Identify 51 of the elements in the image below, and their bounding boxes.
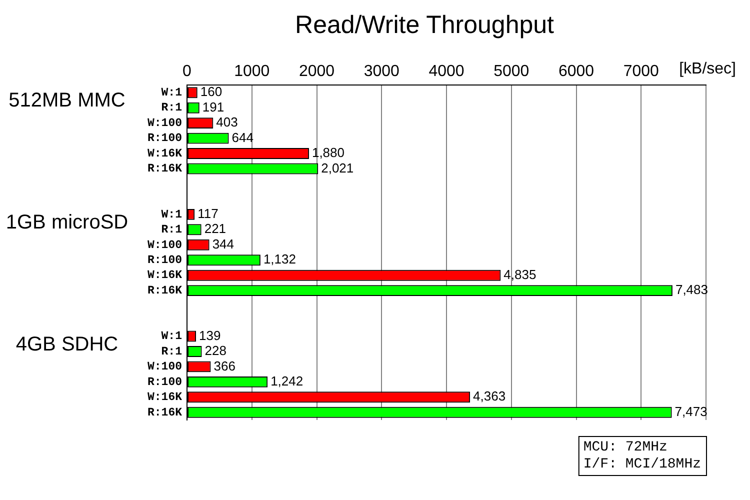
x-tick-label: 1000 — [234, 62, 270, 80]
y-tick-label: W:100 — [147, 238, 182, 252]
x-tick-label: 4000 — [428, 62, 464, 80]
y-tick-label: R:100 — [147, 376, 182, 389]
data-label: 403 — [216, 114, 238, 130]
data-label: 644 — [232, 130, 254, 145]
data-label: 1,132 — [263, 252, 296, 267]
data-label: 4,363 — [473, 388, 506, 404]
data-label: 7,483 — [675, 282, 708, 298]
y-tick-label: R:16K — [147, 284, 182, 298]
data-label: 160 — [200, 84, 222, 100]
text: 4GB SDHC — [16, 333, 118, 356]
x-tick-label: 2000 — [298, 62, 335, 80]
text: 512MB MMC — [8, 90, 126, 112]
x-tick-label: 5000 — [494, 62, 530, 80]
text: 1GB microSD — [6, 212, 128, 234]
text: MCU: 72MHz — [583, 440, 668, 456]
data-label: 344 — [212, 236, 234, 252]
y-tick-label: W:16K — [147, 269, 182, 282]
y-tick-label: R:100 — [147, 132, 182, 146]
y-tick-label: W:16K — [147, 147, 182, 160]
x-tick-label: 0 — [182, 62, 192, 80]
x-tick-label: 7000 — [623, 62, 660, 80]
y-tick-label: W:1 — [161, 208, 182, 222]
y-tick-label: W:1 — [161, 86, 182, 100]
x-tick-label: 3000 — [364, 62, 400, 80]
x-axis-title: [kB/sec] — [679, 60, 736, 78]
data-label: 221 — [204, 221, 226, 236]
y-tick-label: W:16K — [147, 391, 182, 404]
y-tick-label: W:100 — [147, 360, 182, 374]
data-label: 117 — [198, 206, 218, 222]
data-label: 139 — [199, 328, 221, 343]
text: I/F: MCI/18MHz — [583, 456, 702, 473]
data-label: 7,473 — [674, 404, 708, 419]
chart-title: Read/Write Throughput — [295, 11, 554, 39]
y-tick-label: W:1 — [161, 330, 182, 344]
data-label: 1,242 — [270, 374, 304, 389]
data-label: 366 — [214, 358, 236, 374]
y-tick-label: R:100 — [147, 254, 182, 268]
y-tick-label: R:1 — [161, 345, 182, 358]
y-tick-label: R:16K — [147, 406, 182, 420]
y-tick-label: R:1 — [161, 224, 182, 237]
data-label: 1,880 — [312, 145, 345, 160]
y-tick-label: R:1 — [161, 102, 182, 115]
data-label: 191 — [202, 99, 224, 114]
data-label: 4,835 — [504, 266, 536, 282]
x-tick-label: 6000 — [558, 62, 594, 80]
y-tick-label: W:100 — [147, 116, 182, 130]
y-tick-label: R:16K — [147, 162, 182, 176]
data-label: 2,021 — [321, 160, 354, 176]
data-label: 228 — [204, 343, 226, 358]
